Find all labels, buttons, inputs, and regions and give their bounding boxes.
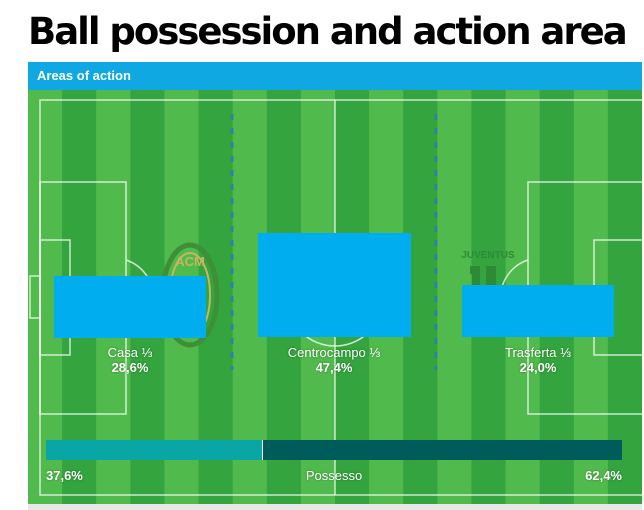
zone-percentage: 24,0% — [519, 360, 557, 375]
svg-text:JUVENTUS: JUVENTUS — [461, 250, 515, 261]
page-title: Ball possession and action area — [28, 10, 628, 53]
zone-percentage: 47,4% — [315, 360, 353, 375]
zone-bar-casa — [54, 276, 206, 338]
bottom-divider — [28, 504, 642, 510]
action-areas-widget: Areas of action — [28, 62, 642, 505]
zone-name: Trasferta ⅓ — [505, 345, 571, 360]
zone-bar-trasferta — [462, 285, 614, 337]
zone-percentage: 28,6% — [111, 360, 149, 375]
zone-label-casa: Casa ⅓ 28,6% — [50, 345, 210, 375]
zone-name: Casa ⅓ — [107, 345, 153, 360]
svg-text:ACM: ACM — [175, 254, 205, 269]
zone-label-centrocampo: Centrocampo ⅓ 47,4% — [254, 345, 414, 375]
possession-home-fill — [46, 440, 263, 460]
zone-label-trasferta: Trasferta ⅓ 24,0% — [458, 345, 618, 375]
possession-bar — [46, 440, 622, 460]
zone-bar-centrocampo — [258, 233, 411, 337]
football-pitch: ACM JUVENTUS Casa ⅓ 28,6% Centrocampo ⅓ … — [28, 90, 642, 505]
possession-home-value: 37,6% — [46, 468, 83, 483]
zone-name: Centrocampo ⅓ — [287, 345, 381, 360]
possession-away-value: 62,4% — [585, 468, 622, 483]
widget-header: Areas of action — [28, 62, 642, 90]
possession-label: Possesso — [305, 468, 363, 483]
